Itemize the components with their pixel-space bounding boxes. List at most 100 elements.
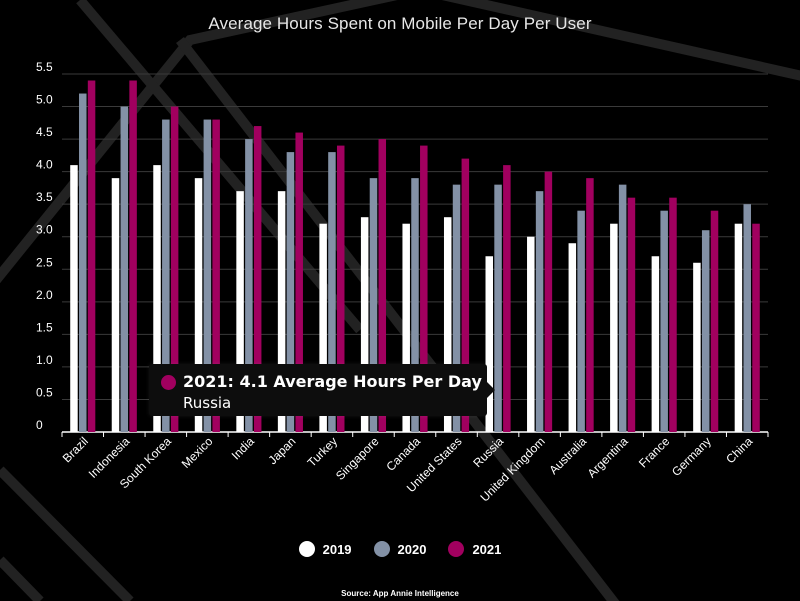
y-tick-label: 0 [36,418,43,432]
bar-2019 [70,165,78,433]
bar-2020 [328,152,336,433]
bar-2020 [369,178,378,432]
bar-2021 [295,132,303,432]
bar-2020 [660,210,668,432]
bar-2019 [402,223,410,432]
legend-item-2019[interactable]: 2019 [298,541,352,557]
bar-2020 [577,210,585,432]
y-tick-label: 2.5 [36,255,53,269]
bar-2019 [734,223,743,432]
bar-2020 [452,184,461,432]
x-tick-label: Canada [383,434,423,474]
bar-2019 [111,178,120,432]
tooltip-value-text: 2021: 4.1 Average Hours Per Day [183,372,482,391]
y-tick-label: 3.5 [36,190,53,204]
x-tick-label: France [636,434,673,471]
bar-2020 [245,139,253,432]
bar-2019 [651,256,660,432]
bar-2019 [568,243,577,432]
source-note: Source: App Annie Intelligence [341,589,459,598]
bar-2020 [743,204,751,432]
chart-title: Average Hours Spent on Mobile Per Day Pe… [208,14,592,33]
bg-stroke [0,556,44,601]
legend-label-2020: 2020 [397,541,427,557]
bar-2021 [212,119,220,433]
bar-2021 [544,171,553,433]
bar-2021 [710,210,719,432]
bar-2019 [153,165,161,433]
x-tick-label: China [723,434,755,466]
x-tick-label: Japan [266,434,299,467]
bar-2021 [378,139,387,432]
bar-2021 [503,165,511,433]
hover-tooltip: 2021: 4.1 Average Hours Per Day Russia [149,364,495,416]
x-tick-label: Argentina [585,434,631,480]
bar-2019 [693,262,701,432]
bar-2020 [701,230,710,432]
bg-stroke [176,36,620,601]
bar-2021 [669,197,677,432]
bar-2020 [120,106,129,432]
legend-item-2021[interactable]: 2021 [448,541,501,557]
bar-2019 [485,256,494,432]
y-tick-label: 1.0 [36,353,53,367]
y-tick-label: 5.5 [36,60,53,74]
bar-2020 [411,178,419,432]
tooltip-series-dot [161,375,176,390]
tooltip-category-text: Russia [183,394,232,412]
bg-stroke [441,0,800,81]
bar-2021 [336,145,345,432]
y-tick-label: 4.0 [36,158,53,172]
legend-label-2021: 2021 [472,541,502,557]
y-tick-label: 3.0 [36,223,53,237]
bg-stroke [76,0,364,334]
y-tick-label: 2.0 [36,288,53,302]
bar-2020 [618,184,627,432]
x-tick-label: Turkey [305,434,341,470]
legend-label-2019: 2019 [322,541,352,557]
bar-2020 [203,119,212,433]
x-tick-label: Singapore [333,434,382,483]
bar-2019 [277,191,286,432]
legend-marker-2020 [373,541,390,557]
x-tick-label: Germany [669,434,714,479]
bar-2019 [319,223,327,432]
bar-2020 [535,191,544,432]
bg-stroke [0,0,398,284]
legend-marker-2021 [448,541,465,557]
bar-2021 [87,80,96,432]
y-tick-label: 1.5 [36,320,53,334]
bar-2021 [461,158,470,433]
bar-2019 [610,223,618,432]
bar-2019 [194,178,203,432]
bar-2020 [79,93,87,432]
bar-2021 [170,106,179,432]
x-tick-label: Australia [546,434,589,477]
x-tick-label: Russia [470,434,506,470]
bar-2021 [420,145,428,432]
x-tick-label: Brazil [60,434,91,465]
legend-marker-2019 [298,541,315,557]
bar-2019 [360,217,369,432]
bar-2021 [627,197,636,432]
x-tick-label: India [229,434,258,463]
bar-2021 [253,126,262,432]
y-tick-label: 4.5 [36,125,53,139]
legend-item-2020[interactable]: 2020 [373,541,427,557]
tooltip-pointer [487,382,495,398]
bar-2019 [236,191,244,432]
bar-2020 [494,184,502,432]
y-tick-label: 5.0 [36,93,53,107]
y-tick-label: 0.5 [36,385,53,399]
bg-stroke [0,466,134,601]
bar-2019 [443,217,452,432]
bar-2020 [286,152,295,433]
bar-2021 [129,80,137,432]
bar-2019 [527,236,535,432]
x-tick-label: Mexico [179,434,216,471]
chart-legend: 2019 2020 2021 [0,541,800,557]
bar-2021 [586,178,594,432]
